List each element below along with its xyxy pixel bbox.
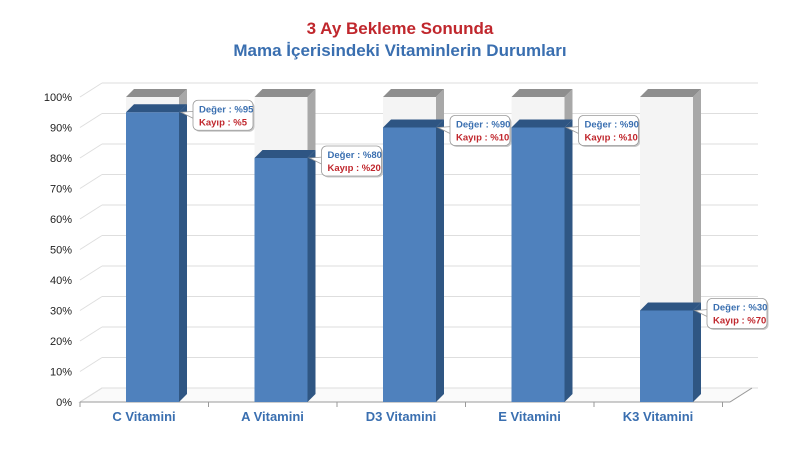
bar-loss-top [383,89,444,97]
bar-loss-front [254,97,308,158]
data-label-value: Değer : %80 [328,150,382,161]
bar-value-front [511,127,565,402]
y-tick-label: 20% [50,336,72,348]
gridline-side [79,296,103,311]
data-label-loss: Kayıp : %5 [199,117,248,128]
x-tick-label: C Vitamini [112,409,175,424]
bar-loss-top [640,89,701,97]
bar-loss-top [254,89,316,97]
bar-value-side [693,302,701,402]
data-label-value: Değer : %90 [585,120,639,131]
bar-loss-top [126,89,187,97]
y-tick-label: 50% [50,245,72,257]
bar-value-side [179,104,187,402]
data-label-value: Değer : %90 [456,120,510,131]
gridline-side [79,235,103,250]
gridline-side [79,113,103,128]
gridline-side [79,387,103,403]
x-tick-label: E Vitamini [498,409,561,424]
bars [126,89,701,402]
bar-loss-side [693,89,701,311]
y-tick-label: 60% [50,214,72,226]
gridline-side [79,174,103,189]
y-axis-ticks: 0% 10% 20% 30% 40% 50% 60% 70% 80% 90% 100% [44,92,72,409]
bar-value-front [640,310,693,402]
data-label-loss: Kayıp : %20 [328,163,381,174]
bar-value-side [436,119,444,402]
bar-loss-side [564,89,573,128]
gridline-side [79,326,103,342]
y-tick-label: 80% [50,153,72,165]
callout-box [449,115,511,146]
chart-title-line2: Mama İçerisindeki Vitaminlerin Durumları [233,41,566,60]
bar-value-side [564,119,573,402]
y-tick-label: 100% [44,92,72,104]
y-tick-label: 10% [50,367,72,379]
x-axis-ticks: C Vitamini A Vitamini D3 Vitamini E Vitamin… [112,409,693,424]
bar-loss-top [511,89,573,97]
x-tick-label: D3 Vitamini [366,409,437,424]
y-tick-label: 30% [50,306,72,318]
gridline-side [79,357,103,372]
callout-box [192,99,254,131]
bar-value-top [511,119,573,128]
y-tick-label: 0% [56,397,72,409]
bar-value-top [126,104,187,113]
gridline-side [79,265,103,281]
bar-value-top [383,119,444,128]
bar-value-top [640,302,701,311]
y-tick-label: 90% [50,123,72,135]
bar-value-front [383,127,436,402]
callout-box [578,115,639,146]
floor-edge [729,387,753,403]
callout-box [706,298,768,329]
x-tick-label: K3 Vitamini [623,409,694,424]
data-label-loss: Kayıp : %10 [585,133,638,144]
x-tick-label: A Vitamini [241,409,304,424]
bar-value-top [254,150,316,158]
y-tick-label: 70% [50,184,72,196]
data-label-value: Değer : %30 [713,303,767,314]
chart-title-line1: 3 Ay Bekleme Sonunda [307,19,494,38]
bar-loss-side [307,89,316,158]
bar-loss-front [640,97,693,311]
gridline-side [79,204,103,220]
gridline-side [79,82,103,98]
bar-loss-side [436,89,444,128]
data-label-value: Değer : %95 [199,104,254,115]
data-labels: Değer : %95 Kayıp : %5 Değer : %80 Kayıp : … [179,99,769,330]
data-label-loss: Kayıp : %70 [713,316,766,327]
bar-value-front [126,112,179,402]
bar-value-side [307,150,316,402]
y-tick-label: 40% [50,275,72,287]
callout-box [321,145,382,177]
bar-value-front [254,158,308,402]
gridline-side [79,143,103,159]
data-label-loss: Kayıp : %10 [456,133,509,144]
